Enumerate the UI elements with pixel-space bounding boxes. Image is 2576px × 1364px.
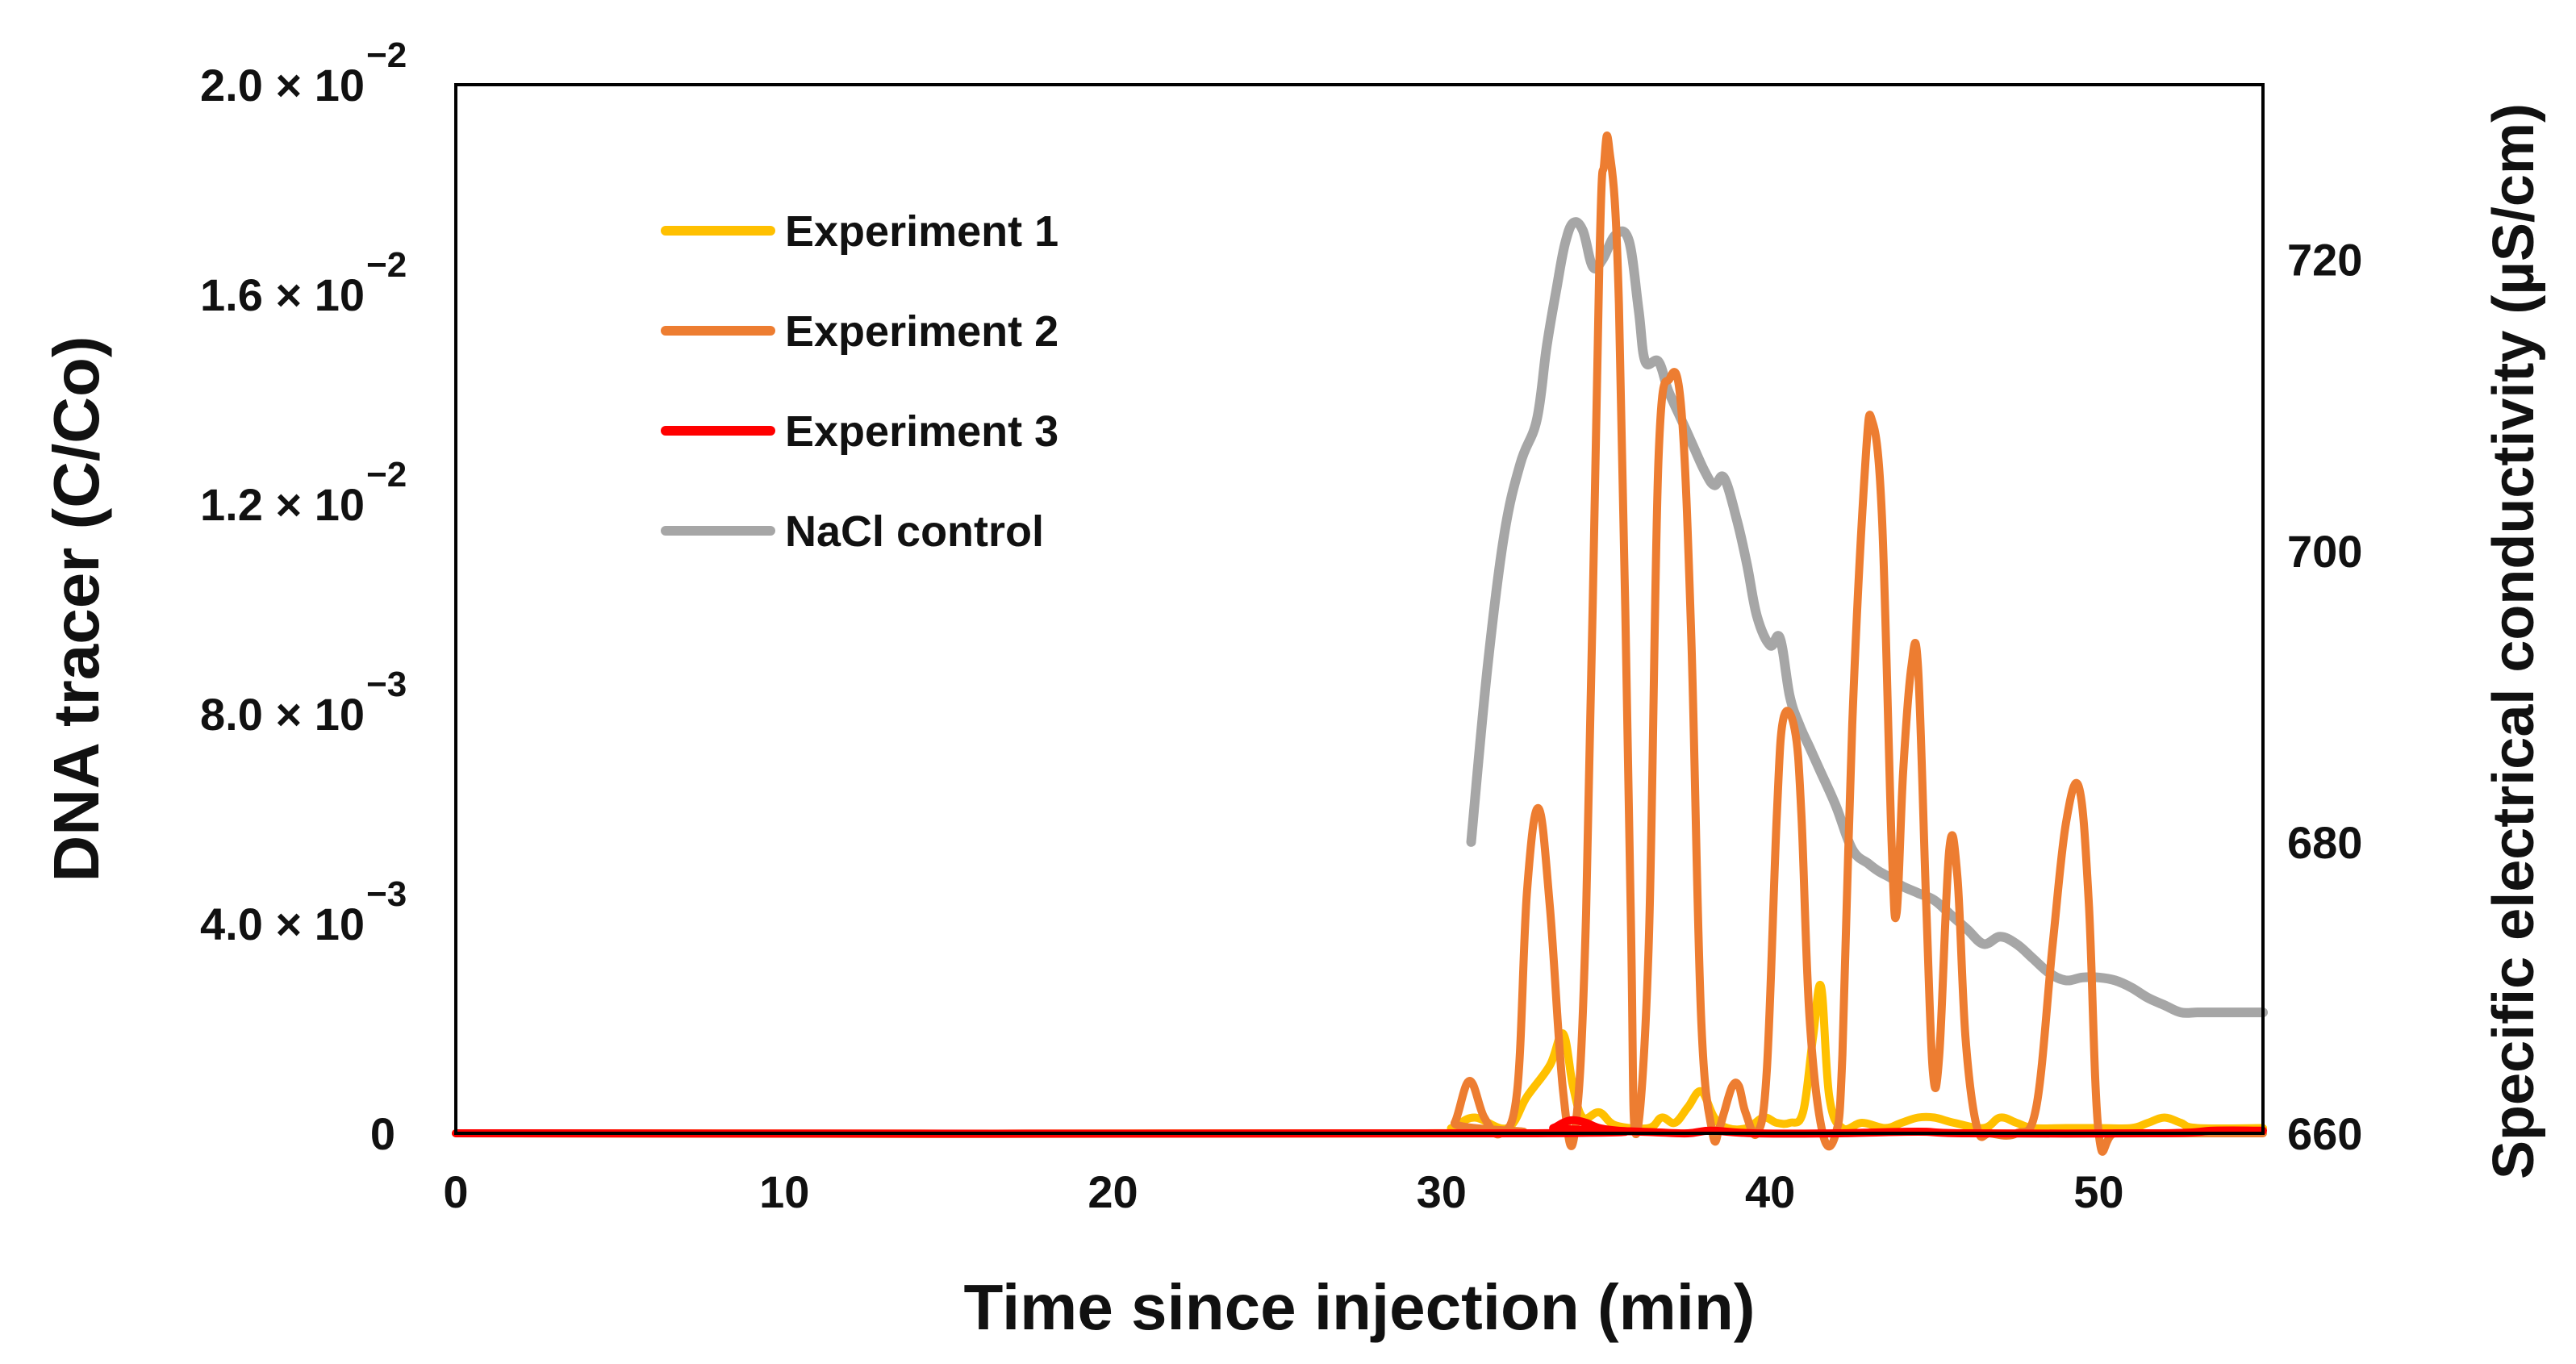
y-tick-label: 1.6 × 10−2 <box>200 245 407 320</box>
x-tick-label: 10 <box>759 1166 809 1217</box>
y-tick-exponent: −2 <box>366 35 407 75</box>
y-tick-exponent: −2 <box>366 455 407 494</box>
x-tick-label: 20 <box>1088 1166 1138 1217</box>
y2-tick-label: 700 <box>2287 526 2362 577</box>
x-tick-label: 0 <box>443 1166 468 1217</box>
series-line-experiment-2 <box>452 131 2267 1156</box>
y-tick-mantissa: 0 <box>370 1108 395 1159</box>
y-tick-label: 0 <box>370 1108 395 1159</box>
legend: Experiment 1 Experiment 2 Experiment 3 NaCl… <box>661 207 1058 556</box>
x-axis-title: Time since injection (min) <box>964 1271 1756 1343</box>
y-tick-mantissa: 1.6 × 10 <box>200 269 365 320</box>
legend-item: NaCl control <box>661 507 1044 556</box>
y2-tick-label: 680 <box>2287 817 2362 868</box>
legend-item: Experiment 3 <box>661 407 1058 456</box>
x-tick-label: 40 <box>1745 1166 1795 1217</box>
y2-axis-title: Specific electrical conductivity (µS/cm) <box>2482 103 2546 1179</box>
y2-tick-label: 720 <box>2287 235 2362 286</box>
x-tick-label: 50 <box>2073 1166 2123 1217</box>
y2-axis-ticks: 660 680 700 720 <box>2287 235 2362 1159</box>
y-tick-mantissa: 1.2 × 10 <box>200 479 365 530</box>
y-tick-exponent: −2 <box>366 245 407 285</box>
legend-label: Experiment 1 <box>785 207 1058 256</box>
y-tick-label: 4.0 × 10−3 <box>200 874 407 949</box>
y-tick-mantissa: 8.0 × 10 <box>200 689 365 740</box>
y-tick-label: 8.0 × 10−3 <box>200 665 407 740</box>
y-tick-label: 2.0 × 10−2 <box>200 35 407 111</box>
series-line-nacl-control <box>1466 217 2268 1018</box>
y-axis-ticks: 04.0 × 10−38.0 × 10−31.2 × 10−21.6 × 10−… <box>200 35 407 1159</box>
plot-frame <box>454 83 2265 1135</box>
legend-label: Experiment 3 <box>785 407 1058 456</box>
y-axis-title: DNA tracer (C/Co) <box>40 336 112 882</box>
x-tick-label: 30 <box>1417 1166 1467 1217</box>
y-tick-label: 1.2 × 10−2 <box>200 455 407 530</box>
y-tick-exponent: −3 <box>366 874 407 914</box>
legend-item: Experiment 1 <box>661 207 1058 256</box>
legend-label: NaCl control <box>785 507 1044 556</box>
y2-tick-label: 660 <box>2287 1108 2362 1159</box>
y-tick-mantissa: 4.0 × 10 <box>200 899 365 949</box>
x-axis-ticks: 0 10 20 30 40 50 <box>443 1166 2123 1217</box>
legend-item: Experiment 2 <box>661 307 1058 356</box>
y-tick-mantissa: 2.0 × 10 <box>200 60 365 111</box>
legend-label: Experiment 2 <box>785 307 1058 356</box>
y-tick-exponent: −3 <box>366 665 407 704</box>
